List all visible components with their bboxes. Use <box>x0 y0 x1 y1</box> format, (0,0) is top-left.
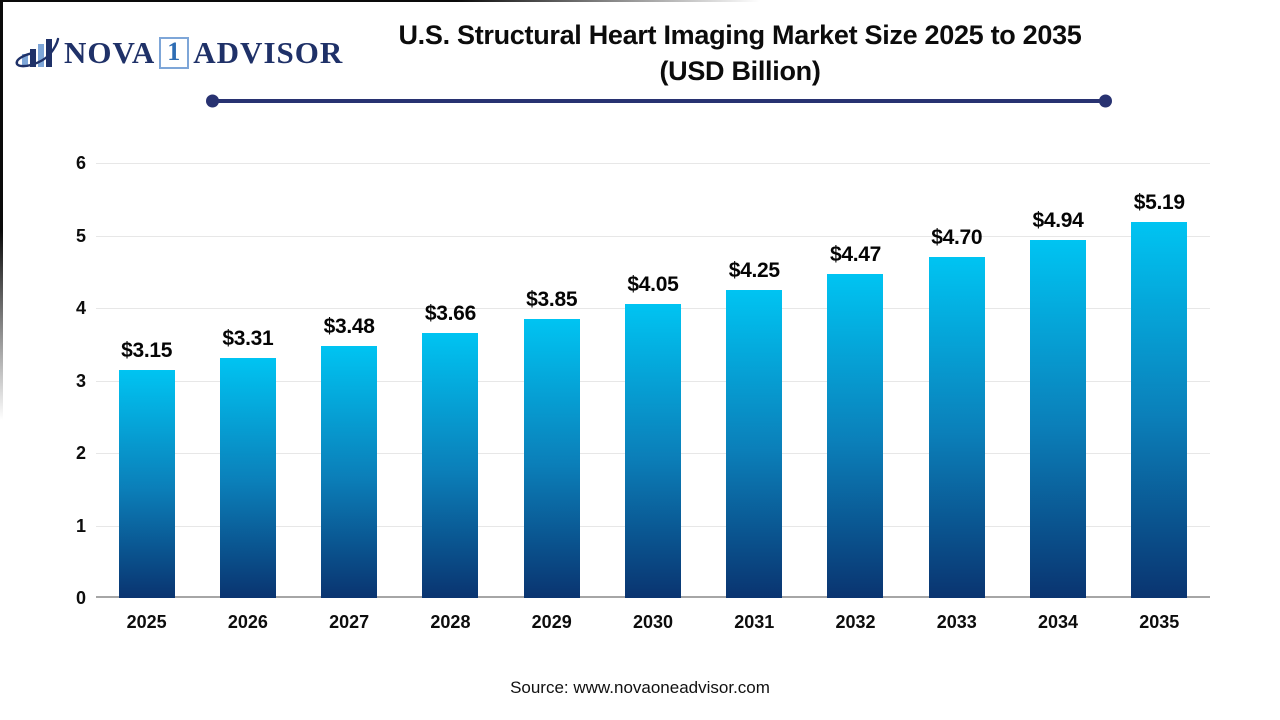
bar-value-label-2025: $3.15 <box>121 338 173 362</box>
underline-dot-right <box>1099 94 1112 108</box>
bar-group-2033: $4.70 <box>906 226 1007 598</box>
y-axis: 0 1 2 3 4 5 6 <box>40 153 86 608</box>
bar-2028 <box>422 332 479 598</box>
nova-one-advisor-logo: NOVA 1 ADVISOR <box>14 34 343 72</box>
logo-one-box: 1 <box>159 37 190 69</box>
bar-value-label-2031: $4.25 <box>728 258 780 282</box>
x-tick-label-2030: 2030 <box>632 612 673 632</box>
bars-container: $3.15 $3.31 $3.48 $3.66 $3.85 $4.05 $4.25 $4.47… <box>96 163 1210 598</box>
bar-2029 <box>523 318 580 598</box>
bar-2034 <box>1030 239 1087 598</box>
screenshot-edge-top <box>0 0 760 2</box>
logo-bar-chart-swoosh-icon <box>15 37 60 68</box>
bar-2025 <box>118 369 175 598</box>
x-tick-label-2034: 2034 <box>1038 612 1079 632</box>
bar-2031 <box>726 289 783 598</box>
bar-value-label-2029: $3.85 <box>526 287 578 311</box>
bar-2035 <box>1131 221 1188 598</box>
bar-group-2029: $3.85 <box>501 288 602 598</box>
bar-group-2027: $3.48 <box>299 315 400 598</box>
bar-group-2025: $3.15 <box>96 339 197 598</box>
bar-value-label-2030: $4.05 <box>627 273 679 297</box>
y-tick-label-1: 1 <box>75 515 86 536</box>
bar-value-label-2026: $3.31 <box>222 327 274 351</box>
bar-group-2031: $4.25 <box>704 259 805 598</box>
screenshot-edge-left <box>0 0 3 420</box>
x-tick-label-2029: 2029 <box>531 612 572 632</box>
bar-2027 <box>321 345 378 598</box>
x-tick-label-2032: 2032 <box>835 612 876 632</box>
title-underline <box>206 94 1112 108</box>
bar-group-2028: $3.66 <box>400 302 501 598</box>
source-text: Source: www.novaoneadvisor.com <box>510 678 770 697</box>
bar-group-2030: $4.05 <box>602 273 703 598</box>
x-tick-label-2033: 2033 <box>936 612 977 632</box>
gridline-6 <box>96 163 1210 164</box>
bar-2026 <box>219 358 276 598</box>
bar-value-label-2032: $4.47 <box>829 242 882 266</box>
x-axis: 2025 2026 2027 2028 2029 2030 2031 2032 2033 2034… <box>96 612 1210 633</box>
bar-value-label-2033: $4.70 <box>931 226 983 250</box>
bar-2030 <box>624 304 681 598</box>
logo-text: NOVA 1 ADVISOR <box>64 35 343 71</box>
chart-title: U.S. Structural Heart Imaging Market Siz… <box>320 17 1160 89</box>
bar-2033 <box>928 257 985 598</box>
plot-area: $3.15 $3.31 $3.48 $3.66 $3.85 $4.05 $4.25 $4.47… <box>96 163 1210 598</box>
bar-2032 <box>827 273 884 598</box>
y-tick-label-3: 3 <box>75 370 86 391</box>
bar-value-label-2028: $3.66 <box>424 301 476 325</box>
x-tick-label-2025: 2025 <box>126 612 167 632</box>
x-tick-label-2026: 2026 <box>227 612 268 632</box>
x-tick-label-2031: 2031 <box>734 612 775 632</box>
bar-group-2034: $4.94 <box>1007 209 1108 598</box>
x-tick-label-2028: 2028 <box>430 612 471 632</box>
logo-text-advisor: ADVISOR <box>193 35 344 70</box>
underline-dot-left <box>206 94 219 108</box>
bar-value-label-2027: $3.48 <box>323 314 375 338</box>
y-tick-label-2: 2 <box>75 443 86 463</box>
bar-value-label-2034: $4.94 <box>1032 208 1084 232</box>
y-tick-label-5: 5 <box>75 225 86 246</box>
bar-value-label-2035: $5.19 <box>1133 190 1185 214</box>
x-tick-label-2035: 2035 <box>1139 612 1180 632</box>
x-tick-label-2027: 2027 <box>329 612 370 632</box>
bar-group-2035: $5.19 <box>1109 191 1210 598</box>
chart-title-line2: (USD Billion) <box>659 56 821 86</box>
y-tick-label-0: 0 <box>75 588 86 608</box>
bar-group-2026: $3.31 <box>197 327 298 598</box>
gridline-5 <box>96 235 1210 237</box>
y-tick-label-6: 6 <box>75 153 86 173</box>
chart-title-line1: U.S. Structural Heart Imaging Market Siz… <box>398 20 1082 50</box>
y-tick-label-4: 4 <box>75 298 86 318</box>
logo-text-nova: NOVA <box>64 35 156 70</box>
bar-group-2032: $4.47 <box>805 243 906 598</box>
